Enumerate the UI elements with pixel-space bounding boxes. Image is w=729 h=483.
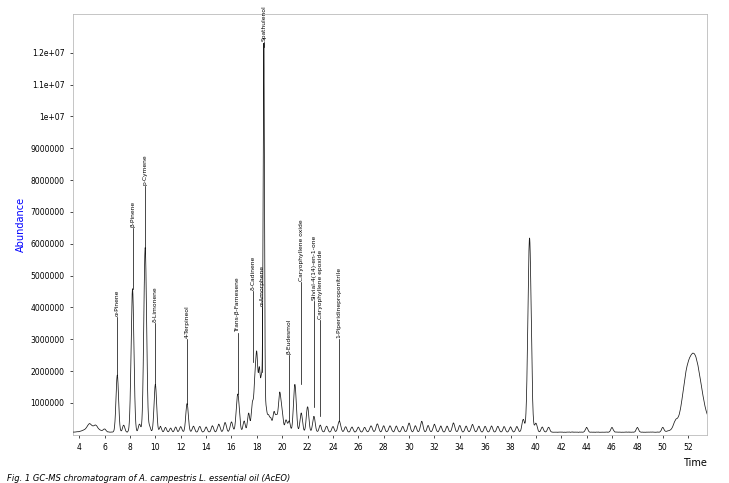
Text: δ-Cadinene: δ-Cadinene [251, 256, 256, 290]
Text: Slivial-4(14)-en-1-one: Slivial-4(14)-en-1-one [311, 235, 316, 300]
Y-axis label: Abundance: Abundance [16, 197, 26, 252]
Text: α-Amorphene: α-Amorphene [260, 266, 265, 306]
Text: Spathulenol: Spathulenol [261, 5, 266, 41]
Text: Time: Time [683, 458, 707, 468]
Text: Trans-β-Farnesene: Trans-β-Farnesene [235, 277, 241, 332]
Text: δ-Limonene: δ-Limonene [153, 287, 158, 322]
Text: β-Eudesmol: β-Eudesmol [286, 319, 292, 354]
Text: Caryophyllene oxide: Caryophyllene oxide [299, 219, 304, 281]
Text: 1-Piperidineproponitrile: 1-Piperidineproponitrile [337, 267, 342, 338]
Text: β-Pinene: β-Pinene [130, 201, 135, 227]
Text: Fig. 1 GC-MS chromatogram of A. campestris L. essential oil (AcEO): Fig. 1 GC-MS chromatogram of A. campestr… [7, 474, 291, 483]
Text: 4-Terpineol: 4-Terpineol [184, 305, 190, 338]
Text: α-Pinene: α-Pinene [114, 290, 120, 316]
Text: p-Cymene: p-Cymene [143, 155, 148, 185]
Text: Caryophyllene epoxide: Caryophyllene epoxide [318, 250, 323, 319]
